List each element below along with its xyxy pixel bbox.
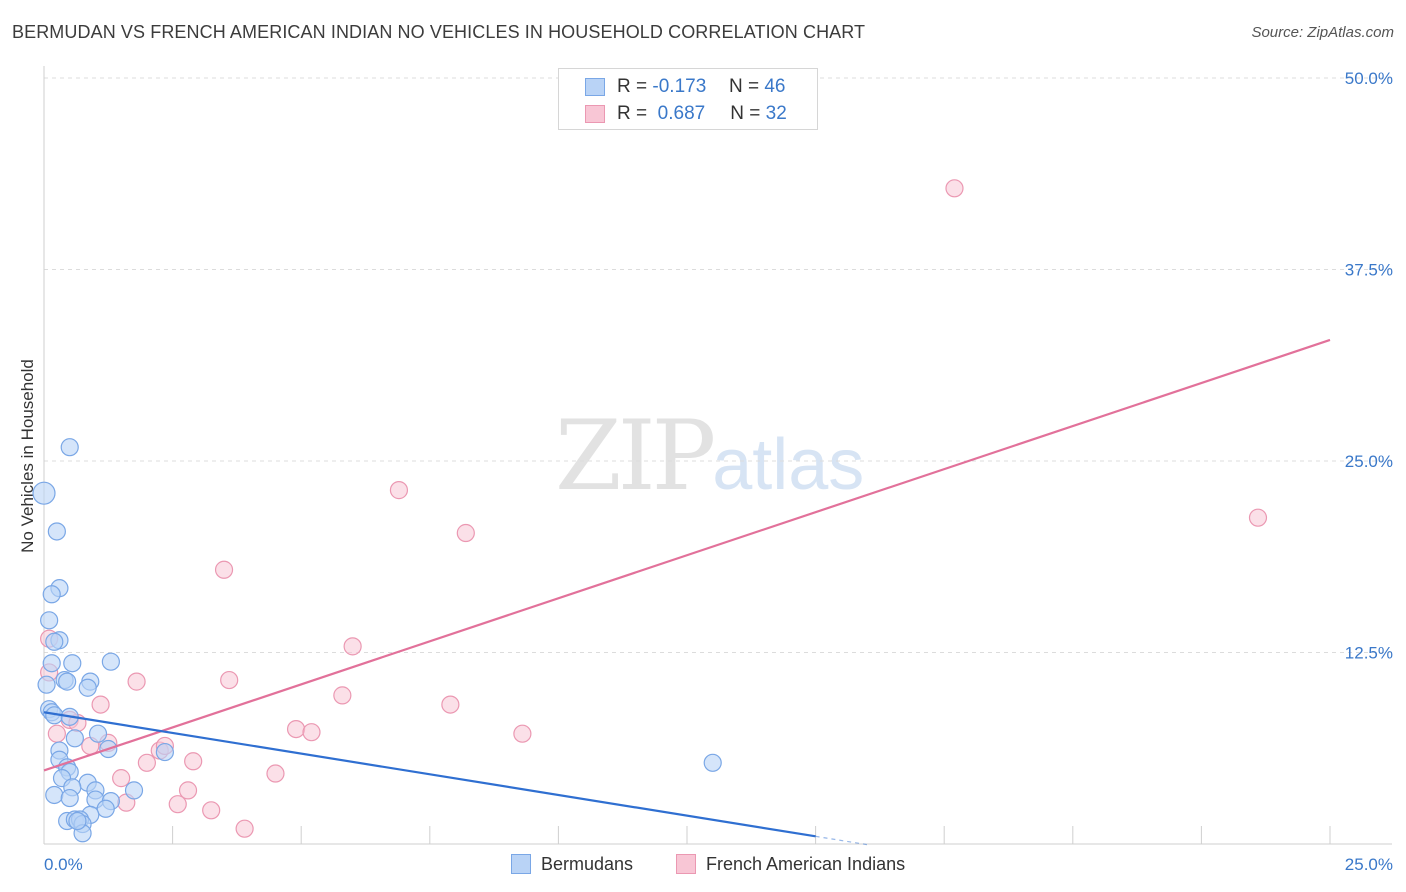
bottom-legend-french-american-indians: French American Indians <box>676 852 905 876</box>
data-point-french-american-indians <box>202 801 221 820</box>
axes <box>43 66 1392 845</box>
y-tick-label: 12.5% <box>1345 644 1393 663</box>
data-point-bermudans <box>68 811 87 831</box>
bottom-legend-swatch-french-american-indians <box>676 854 696 874</box>
data-point-bermudans <box>101 652 120 671</box>
watermark: ZIPatlas <box>555 400 864 512</box>
data-point-french-american-indians <box>137 753 156 772</box>
legend-n-value: 32 <box>765 103 787 124</box>
bermudans-points <box>32 438 722 843</box>
data-point-french-american-indians <box>235 819 254 838</box>
data-point-bermudans <box>124 781 144 800</box>
data-point-french-american-indians <box>178 781 198 800</box>
data-point-french-american-indians <box>343 637 362 656</box>
y-tick-label: 50.0% <box>1345 69 1393 88</box>
legend-r-value: 0.687 <box>657 103 706 124</box>
chart-title: BERMUDAN VS FRENCH AMERICAN INDIAN NO VE… <box>12 22 866 42</box>
data-point-bermudans <box>65 729 84 748</box>
y-tick-label: 37.5% <box>1345 261 1393 280</box>
data-point-french-american-indians <box>214 560 234 579</box>
legend-n-label: N = <box>730 103 761 124</box>
trend-line-bermudans-extension <box>815 835 868 846</box>
bottom-legend-bermudans: Bermudans <box>511 852 633 876</box>
bottom-legend-swatch-bermudans <box>511 854 531 874</box>
data-point-bermudans <box>40 611 59 630</box>
data-point-bermudans <box>88 724 108 743</box>
bottom-legend-label-french-american-indians: French American Indians <box>706 853 906 874</box>
data-point-french-american-indians <box>333 686 352 705</box>
data-point-french-american-indians <box>389 481 409 500</box>
data-point-bermudans <box>60 788 79 808</box>
legend-n-label: N = <box>728 76 760 97</box>
data-point-french-american-indians <box>168 795 187 814</box>
legend-swatch-bermudans <box>585 78 605 96</box>
x-tick-label: 25.0% <box>1345 855 1393 874</box>
data-point-french-american-indians <box>1248 508 1268 527</box>
data-point-french-american-indians <box>220 670 239 690</box>
legend-swatch-french-american-indians <box>585 105 605 123</box>
data-point-french-american-indians <box>184 752 203 771</box>
watermark-zip: ZIP <box>555 400 716 512</box>
data-point-bermudans <box>60 438 79 457</box>
legend-r-label: R = <box>617 103 648 124</box>
y-tick-label: 25.0% <box>1345 452 1393 471</box>
french-american-indians-points <box>40 179 1268 838</box>
data-point-bermudans <box>78 678 97 697</box>
data-point-french-american-indians <box>286 719 306 739</box>
data-point-french-american-indians <box>513 724 532 743</box>
legend-r-label: R = <box>617 76 648 97</box>
data-point-french-american-indians <box>112 769 131 788</box>
legend-r-value: -0.173 <box>652 76 707 97</box>
data-point-french-american-indians <box>302 723 321 742</box>
tick-labels: 12.5% 25.0% 37.5% 50.0% 0.0% 25.0% <box>44 69 1393 874</box>
x-tick-label: 0.0% <box>44 855 83 874</box>
data-point-bermudans <box>155 742 174 762</box>
watermark-atlas: atlas <box>712 425 865 505</box>
data-point-french-american-indians <box>456 523 475 543</box>
data-point-bermudans <box>42 585 61 604</box>
data-point-bermudans <box>47 522 66 541</box>
data-point-bermudans <box>58 672 77 691</box>
trend-line-french-american-indians <box>43 338 1331 772</box>
data-point-french-american-indians <box>945 179 964 198</box>
data-point-bermudans <box>63 654 82 673</box>
data-point-bermudans <box>42 654 61 673</box>
data-point-french-american-indians <box>266 764 285 783</box>
source-label: Source: ZipAtlas.com <box>1251 24 1394 41</box>
data-point-bermudans <box>37 675 56 694</box>
correlation-legend: R = -0.173 N = 46 R = 0.687 N = 32 <box>558 68 818 130</box>
data-point-french-american-indians <box>47 724 66 743</box>
data-point-french-american-indians <box>91 695 110 714</box>
data-point-bermudans <box>703 753 722 772</box>
trend-lines <box>43 338 1331 846</box>
data-point-bermudans <box>96 799 115 818</box>
data-point-french-american-indians <box>441 695 460 714</box>
data-point-bermudans <box>32 481 56 505</box>
legend-row-french-american-indians: R = 0.687 N = 32 <box>585 102 787 126</box>
grid-lines <box>44 77 1392 653</box>
trend-line-bermudans <box>43 711 816 838</box>
legend-n-value: 46 <box>764 76 786 97</box>
data-point-french-american-indians <box>127 672 146 691</box>
legend-row-bermudans: R = -0.173 N = 46 <box>585 75 785 99</box>
data-point-bermudans <box>45 785 64 805</box>
data-point-bermudans <box>45 632 64 651</box>
bottom-legend-label-bermudans: Bermudans <box>541 853 634 874</box>
